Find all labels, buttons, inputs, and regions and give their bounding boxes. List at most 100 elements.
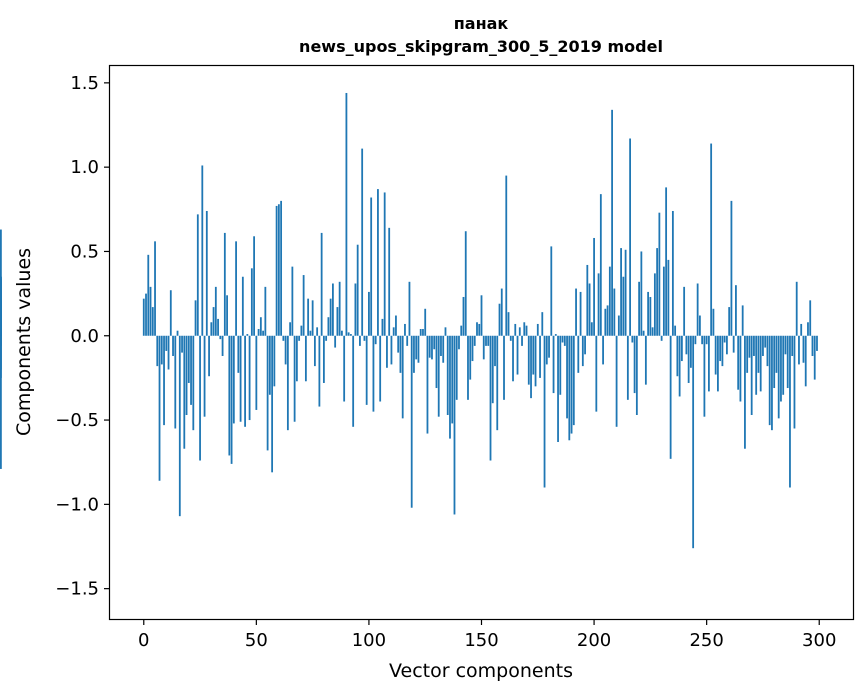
- bar: [424, 308, 427, 336]
- bar: [446, 335, 449, 415]
- bar: [199, 335, 201, 461]
- bar: [0, 335, 2, 469]
- bar: [282, 335, 285, 341]
- bar: [332, 283, 334, 336]
- bar: [527, 335, 530, 385]
- bar: [440, 335, 442, 356]
- bar: [442, 335, 445, 363]
- bar: [701, 335, 704, 345]
- bar: [660, 335, 663, 341]
- bar: [503, 335, 505, 400]
- bar: [0, 335, 2, 370]
- bar: [185, 335, 188, 415]
- bar: [629, 138, 631, 336]
- bar: [784, 335, 787, 355]
- bar: [773, 335, 776, 389]
- bar: [741, 305, 744, 336]
- bar: [599, 194, 602, 336]
- bar: [793, 335, 796, 429]
- bar: [410, 335, 413, 508]
- bar: [372, 335, 375, 412]
- bar: [295, 335, 298, 382]
- bar: [482, 335, 485, 360]
- bar: [638, 281, 641, 336]
- bar: [536, 323, 539, 336]
- bar: [662, 266, 665, 336]
- bar: [280, 200, 283, 336]
- bar: [345, 92, 348, 336]
- bar: [464, 231, 467, 336]
- bar: [723, 335, 726, 343]
- y-tick-label: 1.0: [70, 157, 99, 178]
- bar: [187, 335, 190, 383]
- bar: [613, 288, 616, 336]
- bar: [343, 335, 346, 402]
- bar: [458, 335, 460, 350]
- bar: [703, 335, 706, 417]
- bar: [311, 300, 314, 336]
- bar: [399, 335, 402, 373]
- bar: [329, 298, 332, 336]
- bar: [622, 276, 625, 336]
- bar: [640, 251, 643, 336]
- bar: [530, 335, 532, 399]
- y-tick-label: −1.5: [55, 579, 99, 600]
- bar: [232, 335, 235, 424]
- bar: [221, 335, 224, 356]
- bar: [473, 335, 476, 346]
- bar: [689, 335, 692, 368]
- x-axis-ticks: 0 50 100 150 200 250 300: [138, 619, 836, 651]
- bar: [307, 298, 310, 336]
- bar: [759, 335, 762, 392]
- bar: [178, 335, 181, 517]
- bar: [631, 335, 634, 343]
- bar: [800, 323, 803, 336]
- bar: [768, 335, 771, 426]
- bar: [316, 327, 319, 336]
- bar: [172, 335, 174, 356]
- bar: [341, 330, 343, 336]
- bar: [694, 335, 697, 345]
- y-tick-label: 0.5: [70, 241, 99, 262]
- bar: [757, 335, 760, 373]
- bar: [154, 241, 156, 336]
- bar: [455, 335, 458, 400]
- bar: [142, 298, 145, 336]
- bar: [764, 335, 767, 348]
- bar: [327, 317, 330, 336]
- bar: [237, 335, 240, 373]
- bar: [586, 264, 589, 336]
- bar: [408, 281, 411, 336]
- bar: [744, 335, 746, 449]
- bar: [338, 281, 341, 336]
- bar: [370, 197, 373, 336]
- bar: [633, 335, 636, 394]
- bar: [275, 205, 278, 336]
- bar: [730, 200, 733, 336]
- bar: [397, 335, 400, 353]
- bar: [575, 288, 577, 336]
- bar: [381, 318, 384, 336]
- bar: [365, 335, 368, 405]
- bar: [406, 335, 409, 346]
- bar: [489, 335, 492, 461]
- bar: [595, 335, 598, 412]
- bar: [147, 254, 150, 336]
- bar: [617, 315, 620, 336]
- bar: [550, 246, 553, 336]
- bar: [588, 283, 591, 336]
- bar: [671, 210, 674, 336]
- bar: [336, 307, 339, 336]
- bar: [516, 335, 519, 375]
- bar: [590, 322, 593, 336]
- bar: [181, 335, 183, 353]
- bar: [554, 334, 557, 336]
- bar: [545, 335, 548, 365]
- bar: [602, 335, 604, 365]
- bar: [507, 312, 510, 336]
- bar: [557, 335, 559, 442]
- bar: [291, 266, 294, 336]
- y-tick-label: 0.0: [70, 326, 99, 347]
- bar: [739, 335, 742, 402]
- bar: [692, 335, 695, 549]
